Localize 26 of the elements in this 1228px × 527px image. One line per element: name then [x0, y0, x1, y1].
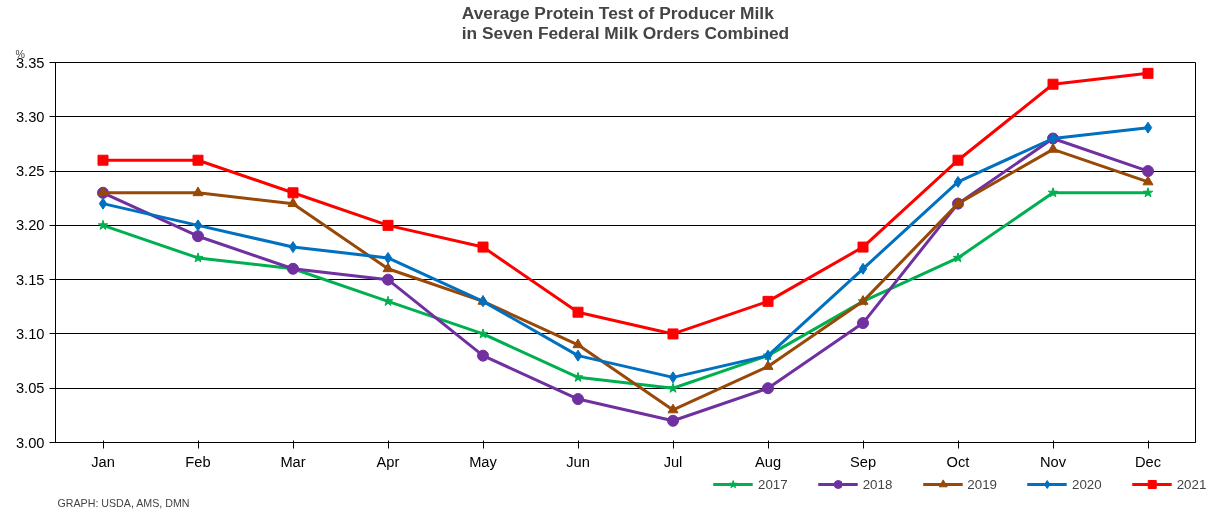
text: GRAPH: USDA, AMS, DMN: [57, 496, 190, 509]
y-tick-label: 3.20: [15, 217, 45, 234]
legend-label: 2021: [1176, 476, 1207, 492]
x-tick-label: Feb: [185, 453, 211, 470]
x-tick-label: Dec: [1134, 453, 1162, 470]
y-tick-label: 3.05: [15, 380, 45, 397]
x-tick-label: Jul: [663, 453, 683, 470]
legend-label: 2018: [862, 476, 893, 492]
y-tick-label: 3.00: [15, 434, 45, 451]
x-tick-label: Jun: [566, 453, 590, 470]
x-tick-label: Oct: [946, 453, 970, 470]
x-tick-label: May: [469, 453, 498, 470]
x-tick-label: Sep: [849, 453, 877, 470]
y-tick-label: 3.10: [15, 325, 45, 342]
x-tick-label: Apr: [376, 453, 400, 470]
legend-label: 2020: [1072, 476, 1102, 492]
chart-title: Average Protein Test of Producer Milk in Seven Federal Milk Orders Combined: [461, 2, 790, 43]
x-tick-label: Jan: [91, 453, 115, 470]
y-tick-label: 3.30: [15, 108, 45, 125]
x-tick-label: Nov: [1039, 453, 1067, 470]
x-tick-label: Aug: [754, 453, 782, 470]
y-tick-label: 3.25: [15, 163, 45, 180]
legend-label: 2019: [967, 476, 998, 492]
y-tick-label: 3.15: [15, 271, 45, 288]
legend-label: 2017: [758, 476, 788, 492]
x-tick-label: Mar: [280, 453, 306, 470]
